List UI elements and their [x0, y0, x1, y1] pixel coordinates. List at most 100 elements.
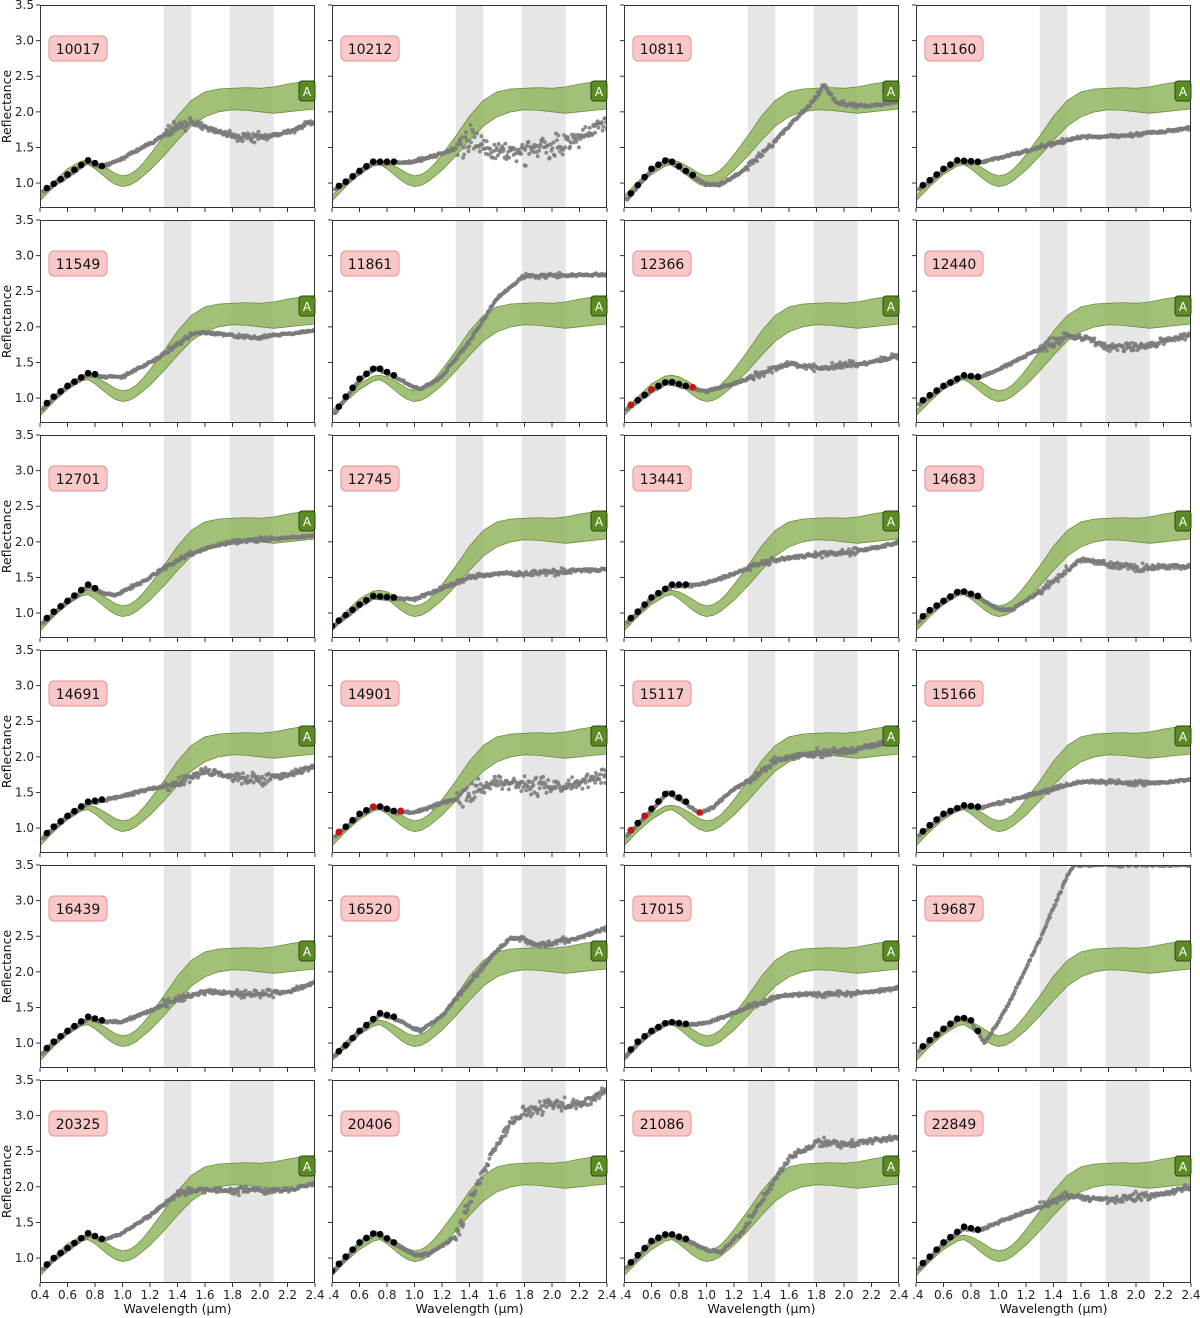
visible-photometry: [43, 369, 99, 407]
visible-photometry: [919, 156, 982, 189]
x-axis: [39, 208, 316, 212]
photometry-point: [940, 382, 947, 390]
spectrum-point: [1052, 344, 1057, 349]
class-tag: A: [590, 510, 608, 532]
spectrum-point: [252, 140, 257, 145]
spectrum-point: [166, 350, 171, 355]
spectrum-point: [468, 123, 473, 128]
axes-frame: [40, 5, 315, 208]
spectrum-point: [462, 152, 467, 157]
spectrum-point: [183, 128, 188, 133]
tag-box: [1174, 295, 1192, 317]
id-text: 14691: [56, 687, 101, 703]
spectrum-point: [596, 125, 601, 130]
spectrum-point: [469, 140, 473, 145]
spectrum-point: [538, 142, 543, 147]
photometry-point: [641, 173, 648, 181]
visible-photometry: [627, 378, 697, 409]
spectrum-point: [537, 148, 541, 153]
spectrum-point: [471, 333, 476, 338]
axes-frame: [332, 5, 607, 208]
tag-box: [298, 510, 316, 532]
visible-photometry: [335, 158, 398, 190]
id-box: [924, 250, 984, 277]
spectrum-point: [520, 142, 525, 147]
object-id-label: 12701: [48, 465, 108, 492]
plot-area: [40, 5, 315, 208]
template-band: [40, 80, 315, 202]
spectrum-point: [251, 780, 256, 785]
x-axis: [331, 208, 608, 212]
y-tick-label: 1.5: [15, 570, 34, 584]
spectrum-point: [762, 373, 766, 378]
axes-frame: [40, 435, 315, 638]
y-axis: [620, 434, 624, 614]
spectrum-point: [760, 153, 765, 158]
spectrum-point: [167, 788, 172, 793]
template-band: [624, 80, 899, 202]
plot-area: [624, 220, 899, 423]
spectrum-point: [268, 777, 273, 782]
id-box: [340, 250, 400, 277]
spectrum-point: [812, 369, 817, 374]
object-id-label: 11861: [340, 250, 400, 277]
spectrum-point: [1120, 345, 1125, 350]
id-text: 14683: [932, 472, 977, 488]
spectrum-point: [207, 767, 212, 772]
axes-frame: [624, 435, 899, 638]
spectrum-point: [1183, 337, 1188, 342]
photometry-point: [84, 581, 92, 588]
spectrum-point: [1040, 589, 1045, 594]
photometry-point: [967, 372, 975, 380]
spectrum-point: [164, 127, 169, 132]
template-band: [624, 510, 899, 632]
photometry-point: [383, 158, 391, 166]
visible-photometry: [335, 365, 398, 410]
photometry-point: [919, 612, 927, 620]
spectrum-point: [563, 145, 568, 150]
spectrum-point: [493, 156, 498, 161]
photometry-point: [967, 590, 975, 598]
spectrum-point: [829, 92, 834, 96]
photometry-point: [383, 368, 391, 376]
spectrum-point: [182, 782, 187, 787]
tag-text: A: [887, 300, 896, 314]
class-tag: A: [298, 80, 316, 102]
photometry-point: [974, 373, 982, 381]
axes-frame: [40, 220, 315, 423]
photometry-point: [64, 171, 71, 178]
object-id-label: 10017: [48, 35, 108, 62]
tag-text: A: [595, 85, 604, 99]
photometry-point: [363, 370, 370, 378]
photometry-point: [675, 163, 683, 170]
spectrum-point: [568, 144, 573, 149]
spectrum-point: [471, 130, 476, 135]
photometry-point: [661, 379, 669, 386]
tag-text: A: [595, 515, 604, 529]
photometry-point: [940, 597, 947, 605]
y-tick-label: 3.5: [15, 643, 34, 657]
template-band: [332, 725, 607, 847]
plot-area: [40, 435, 315, 638]
photometry-point: [634, 396, 642, 404]
id-box: [48, 35, 108, 62]
class-tag: A: [298, 725, 316, 747]
spectrum-point: [568, 140, 573, 145]
spectrum-points: [40, 327, 315, 412]
spectrum-point: [846, 547, 851, 552]
spectrum-point: [488, 146, 492, 151]
object-id-label: 12745: [340, 465, 400, 492]
y-axis: 1.01.52.02.53.03.5: [15, 643, 40, 835]
y-tick-label: 1.0: [15, 821, 34, 835]
spectrum-point: [841, 365, 846, 370]
y-axis-title: Reflectance: [0, 285, 14, 359]
photometry-point: [356, 375, 363, 383]
spectrum-point: [527, 152, 532, 156]
photometry-point: [933, 602, 940, 609]
photometry-point: [947, 161, 954, 168]
photometry-point: [383, 593, 391, 601]
tag-text: A: [303, 85, 312, 99]
y-tick-label: 3.5: [15, 0, 34, 12]
